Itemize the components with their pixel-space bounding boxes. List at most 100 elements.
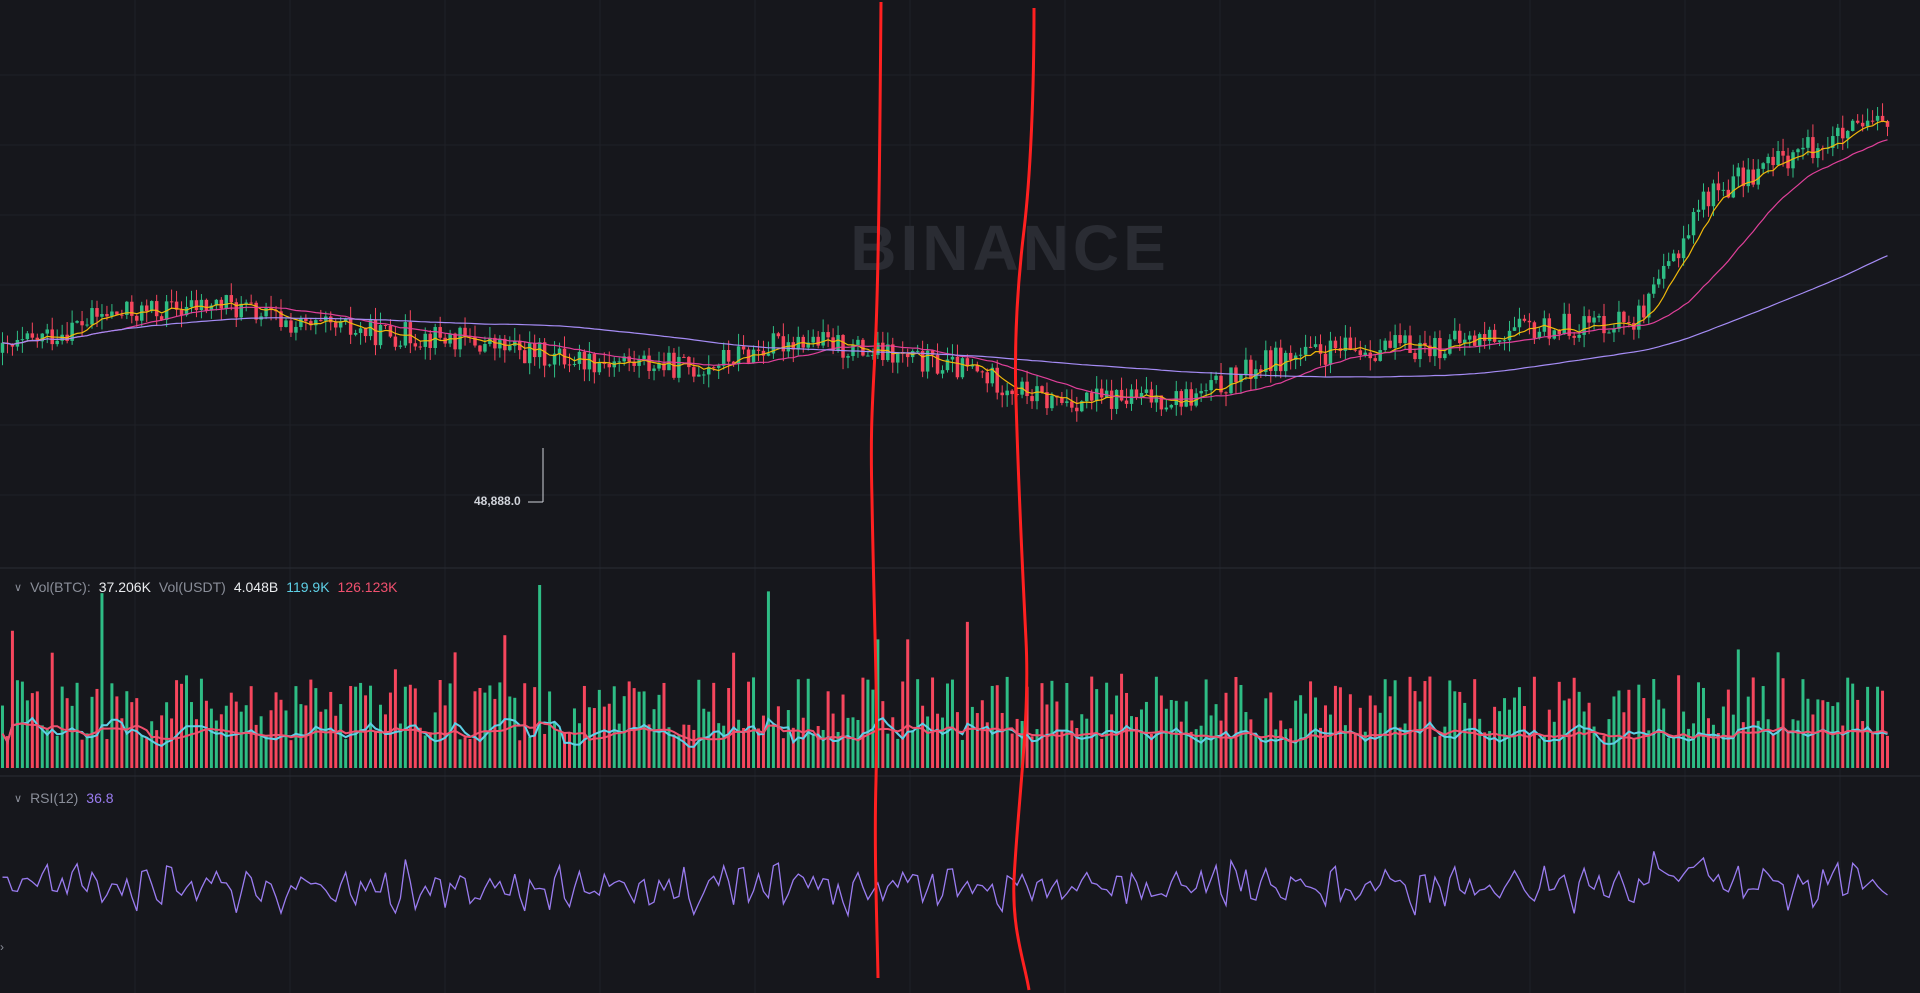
- candle-up: [537, 342, 542, 358]
- candle-down: [1109, 390, 1114, 409]
- candle-down: [607, 363, 612, 368]
- volume-bar-down: [1527, 734, 1531, 768]
- price-candles[interactable]: [0, 103, 1890, 422]
- low-price-label: 48,888.0: [474, 494, 521, 508]
- candle-down: [1458, 330, 1462, 344]
- volume-bar-down: [985, 722, 989, 768]
- candle-down: [309, 321, 313, 326]
- candle-down: [413, 343, 418, 347]
- volume-bar-up: [538, 585, 542, 768]
- candle-up: [1746, 169, 1750, 187]
- volume-bar-up: [1080, 714, 1084, 768]
- volume-bar-up: [1796, 720, 1800, 768]
- candle-down: [304, 318, 308, 322]
- volume-bar-down: [1110, 714, 1114, 768]
- volume-bar-down: [826, 691, 830, 768]
- candle-up: [1343, 337, 1348, 351]
- volume-bar-up: [378, 704, 382, 768]
- volume-bar-down: [742, 727, 746, 768]
- volume-bar-up: [821, 729, 825, 768]
- candle-down: [1841, 127, 1845, 139]
- candle-up: [597, 361, 602, 373]
- candle-down: [348, 318, 353, 335]
- candle-up: [1681, 238, 1686, 259]
- volume-bar-down: [1602, 735, 1606, 768]
- candle-down: [463, 327, 467, 336]
- volume-bar-down: [383, 714, 387, 768]
- candle-up: [751, 349, 756, 363]
- candle-up: [294, 326, 298, 333]
- ma-mid-line: [2, 139, 1888, 401]
- candle-up: [1875, 115, 1880, 121]
- volume-bar-down: [672, 734, 676, 768]
- volume-bar-down: [80, 739, 84, 768]
- volume-bar-up: [1095, 689, 1099, 768]
- candle-up: [1293, 355, 1298, 360]
- candle-up: [343, 318, 348, 322]
- volume-bar-down: [1587, 702, 1591, 768]
- candle-up: [1686, 235, 1691, 239]
- volume-bar-up: [70, 705, 74, 768]
- candle-up: [1094, 388, 1099, 401]
- candle-up: [806, 342, 810, 348]
- chevron-right-icon[interactable]: ›: [0, 940, 4, 954]
- volume-bar-up: [1711, 724, 1715, 768]
- volume-bar-up: [1274, 729, 1278, 768]
- candle-down: [522, 350, 527, 364]
- candle-down: [1373, 358, 1377, 361]
- candle-up: [1801, 147, 1805, 150]
- candle-down: [1855, 120, 1860, 123]
- volume-bar-down: [493, 698, 497, 768]
- candle-down: [154, 301, 159, 317]
- volume-bar-down: [931, 677, 935, 768]
- volume-bar-down: [936, 713, 940, 768]
- candle-down: [373, 319, 378, 346]
- candle-down: [1099, 388, 1104, 398]
- chevron-down-icon[interactable]: ∨: [14, 581, 23, 594]
- volume-bar-up: [896, 738, 900, 768]
- volume-bar-up: [185, 675, 189, 768]
- volume-bar-up: [1851, 683, 1855, 768]
- volume-bar-down: [428, 732, 432, 768]
- volume-bar-down: [1075, 727, 1079, 768]
- candle-up: [184, 306, 189, 316]
- volume-bar-down: [1886, 735, 1890, 768]
- candle-down: [1771, 156, 1775, 166]
- candle-down: [692, 367, 696, 377]
- volume-bar-up: [548, 691, 552, 768]
- volume-bar-down: [478, 687, 482, 768]
- candle-up: [1562, 313, 1566, 335]
- chevron-down-icon[interactable]: ∨: [14, 792, 23, 805]
- volume-bar-up: [1328, 714, 1332, 768]
- candle-up: [871, 354, 875, 356]
- volume-bar-down: [1309, 681, 1313, 768]
- candle-up: [970, 365, 975, 367]
- candle-up: [950, 356, 955, 360]
- candle-down: [1323, 353, 1328, 365]
- candle-down: [1358, 350, 1363, 356]
- candle-up: [1696, 209, 1701, 213]
- volume-bar-down: [1741, 722, 1745, 768]
- volume-bar-up: [1761, 686, 1765, 768]
- volume-bar-up: [916, 679, 920, 768]
- volume-bar-down: [229, 692, 233, 768]
- volume-bar-up: [558, 731, 562, 768]
- candle-up: [0, 342, 5, 353]
- volume-bar-up: [597, 689, 601, 768]
- candle-up: [1721, 189, 1726, 191]
- volume-bar-up: [1393, 680, 1397, 768]
- candle-down: [1040, 386, 1044, 393]
- candle-up: [1303, 346, 1308, 355]
- candle-up: [70, 322, 74, 341]
- volume-bar-up: [1229, 736, 1233, 768]
- moving-average-lines: [2, 120, 1888, 405]
- candle-up: [1144, 389, 1149, 393]
- candle-up: [1035, 386, 1039, 402]
- candle-down: [1885, 121, 1890, 127]
- candle-up: [552, 353, 557, 365]
- candle-up: [547, 364, 552, 366]
- volume-bar-down: [1438, 735, 1442, 768]
- candle-up: [378, 324, 383, 346]
- volume-ma-long: [1, 720, 1888, 745]
